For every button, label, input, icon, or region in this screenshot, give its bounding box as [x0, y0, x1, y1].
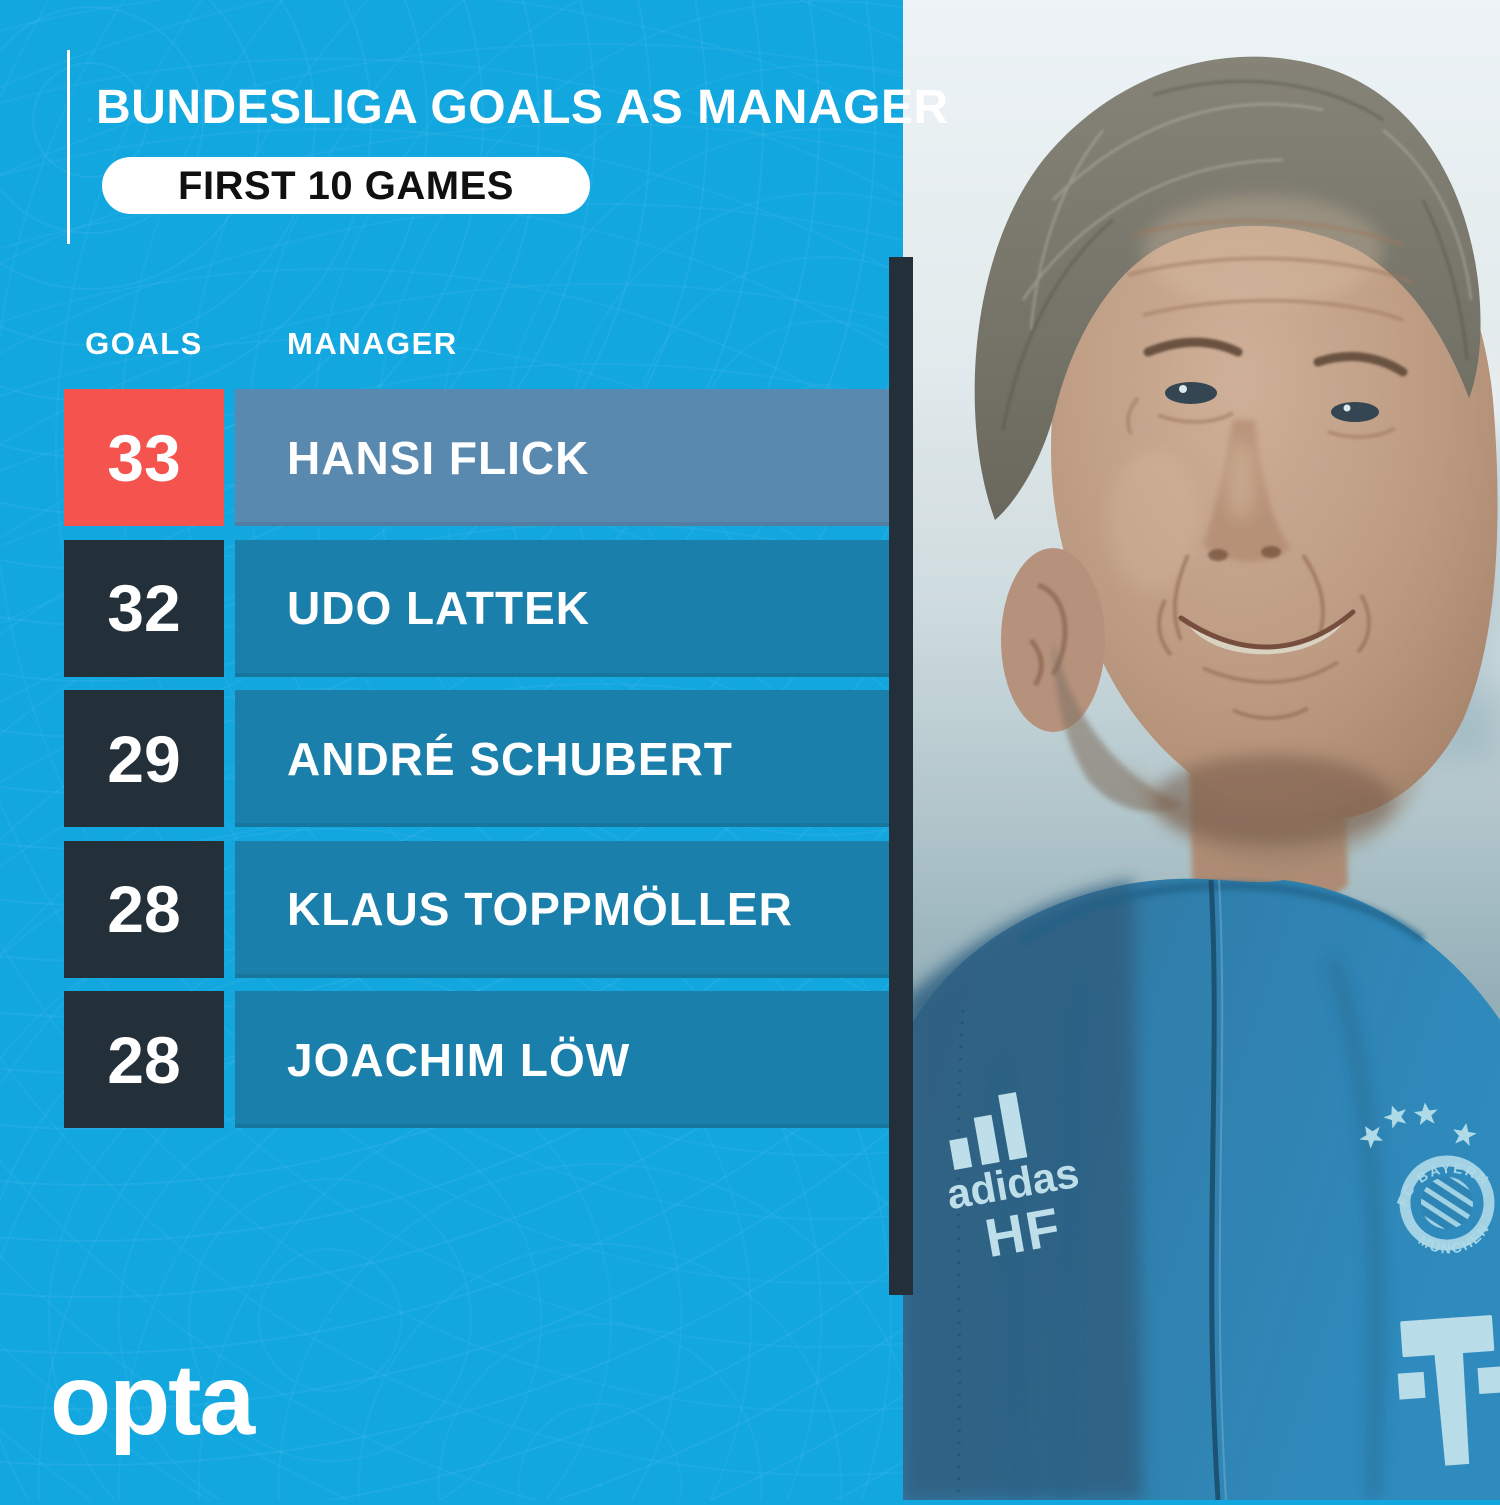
manager-cell: KLAUS TOPPMÖLLER	[235, 840, 890, 978]
table-row: 32 UDO LATTEK	[64, 539, 890, 677]
page-title: BUNDESLIGA GOALS AS MANAGER	[96, 81, 949, 134]
telekom-t-icon	[1397, 1315, 1500, 1466]
manager-cell: ANDRÉ SCHUBERT	[235, 690, 890, 827]
table-row: 33 HANSI FLICK	[64, 389, 890, 526]
hansi-flick-photo: adidas HF FC BAYERN MÜNCHEN	[903, 0, 1500, 1501]
table-row: 28 KLAUS TOPPMÖLLER	[64, 840, 890, 978]
stats-table: 33 HANSI FLICK 32 UDO LATTEK 29 ANDRÉ SCHUBER…	[64, 389, 890, 1128]
adidas-logo: adidas HF	[943, 1092, 1082, 1269]
column-header-goals: GOALS	[85, 326, 203, 361]
goals-cell: 33	[64, 389, 224, 526]
goals-cell: 32	[64, 539, 224, 677]
manager-cell: HANSI FLICK	[235, 389, 890, 526]
goals-cell: 28	[64, 991, 224, 1128]
title-accent-line	[67, 50, 70, 244]
manager-cell: JOACHIM LÖW	[235, 991, 890, 1128]
manager-cell: UDO LATTEK	[235, 539, 890, 677]
jacket-initials: HF	[981, 1197, 1066, 1269]
goals-cell: 28	[64, 840, 224, 978]
table-row: 28 JOACHIM LÖW	[64, 991, 890, 1128]
table-row: 29 ANDRÉ SCHUBERT	[64, 690, 890, 827]
opta-logo: opta	[50, 1344, 255, 1456]
subtitle-text: FIRST 10 GAMES	[178, 163, 514, 208]
column-header-manager: MANAGER	[287, 326, 458, 361]
table-right-divider	[889, 257, 913, 1295]
goals-cell: 29	[64, 690, 224, 827]
subtitle-badge: FIRST 10 GAMES	[102, 157, 590, 214]
